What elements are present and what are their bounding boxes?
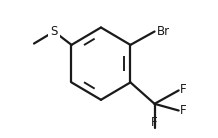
Text: F: F xyxy=(180,104,187,117)
Text: Br: Br xyxy=(157,25,170,38)
Text: F: F xyxy=(151,116,158,129)
Text: S: S xyxy=(50,25,58,38)
Text: F: F xyxy=(180,83,187,96)
